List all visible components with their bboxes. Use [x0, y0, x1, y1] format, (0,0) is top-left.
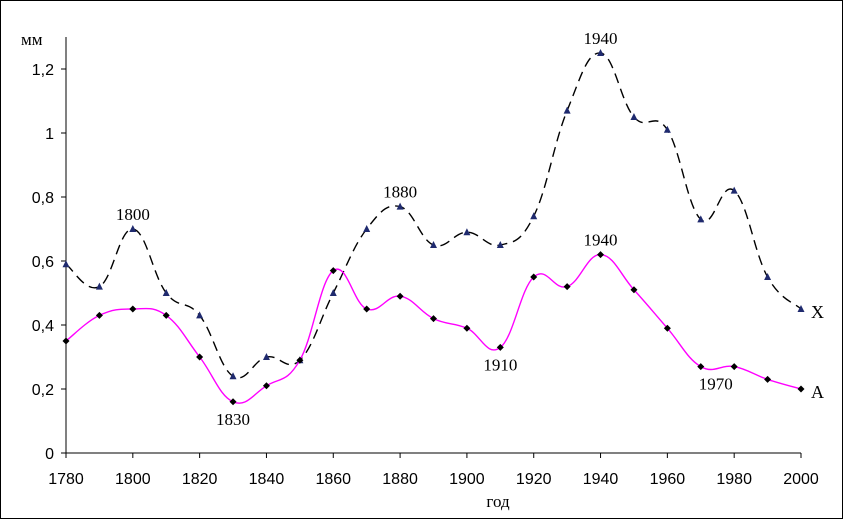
x-tick-label: 1940: [583, 471, 619, 488]
data-point: [730, 186, 738, 194]
x-tick-label: 2000: [783, 471, 819, 488]
data-point: [363, 225, 371, 232]
data-point: [95, 311, 103, 319]
series-a: А: [62, 251, 824, 406]
data-point: [630, 286, 638, 294]
data-point: [697, 215, 705, 223]
data-point: [764, 273, 772, 280]
data-point: [196, 353, 204, 361]
series-line: [65, 253, 802, 404]
data-point: [530, 212, 538, 220]
data-point: [797, 305, 805, 312]
annotation-label: 1940: [584, 231, 618, 250]
data-point: [530, 273, 538, 281]
series-x: X: [62, 49, 824, 380]
y-axis-title: мм: [21, 30, 43, 49]
x-tick-label: 1820: [182, 471, 218, 488]
data-point: [62, 260, 70, 268]
data-point: [764, 375, 772, 383]
data-point: [496, 241, 504, 248]
x-tick-label: 1920: [516, 471, 552, 488]
data-point: [162, 311, 170, 319]
annotation-label: 1830: [216, 410, 250, 429]
data-point: [430, 315, 437, 323]
data-point: [262, 353, 270, 360]
y-tick-label: 0,8: [32, 190, 54, 207]
y-tick-label: 1,2: [32, 62, 54, 79]
annotation-label: 1940: [584, 29, 618, 48]
annotation-layer: 1800 1880 1940 1830 1910 1940 1970: [116, 29, 733, 429]
data-point: [463, 324, 471, 332]
data-point: [95, 282, 103, 290]
data-point: [296, 356, 304, 364]
annotation-label: 1910: [483, 355, 517, 374]
data-point: [129, 225, 137, 232]
y-tick-label: 1: [45, 126, 54, 143]
data-point: [630, 113, 638, 120]
data-point: [597, 251, 605, 259]
y-tick-label: 0,2: [32, 382, 54, 399]
y-tick-label: 0,4: [32, 318, 54, 335]
series-layer: XА: [62, 49, 824, 406]
annotation-label: 1880: [383, 183, 417, 202]
series-line: [65, 52, 802, 379]
data-point: [329, 289, 337, 296]
data-point: [597, 49, 605, 56]
x-tick-label: 1880: [382, 471, 418, 488]
annotation-label: 1800: [116, 205, 150, 224]
data-point: [363, 305, 371, 313]
y-tick-label: 0,6: [32, 254, 54, 271]
data-point: [563, 106, 571, 114]
data-point: [129, 305, 137, 313]
y-tick-label: 0: [45, 446, 54, 463]
data-point: [563, 283, 571, 291]
data-point: [697, 363, 705, 371]
x-tick-label: 1800: [115, 471, 151, 488]
x-tick-label: 1860: [315, 471, 351, 488]
data-point: [262, 382, 270, 390]
data-point: [430, 241, 437, 248]
x-tick-label: 1980: [716, 471, 752, 488]
x-tick-label: 1780: [48, 471, 84, 488]
data-point: [162, 289, 170, 296]
data-point: [396, 202, 404, 210]
x-tick-label: 1840: [249, 471, 285, 488]
data-point: [797, 385, 805, 393]
series-name-label: А: [811, 382, 824, 402]
data-point: [463, 228, 471, 236]
data-point: [496, 343, 504, 351]
data-point: [196, 311, 204, 319]
x-axis-title: год: [486, 492, 510, 511]
x-tick-label: 1960: [650, 471, 686, 488]
data-point: [229, 372, 237, 380]
data-point: [329, 267, 337, 275]
x-tick-label: 1900: [449, 471, 485, 488]
data-point: [62, 337, 70, 345]
data-point: [663, 125, 671, 133]
series-name-label: X: [811, 302, 824, 322]
annotation-label: 1970: [699, 375, 733, 394]
data-point: [730, 363, 738, 371]
data-point: [663, 324, 671, 332]
axes: 0 0,2 0,4 0,6 0,8 1 1,2 1780 1800 1820 1840 1860 188…: [32, 37, 819, 488]
data-point: [229, 398, 237, 406]
data-point: [396, 292, 404, 300]
